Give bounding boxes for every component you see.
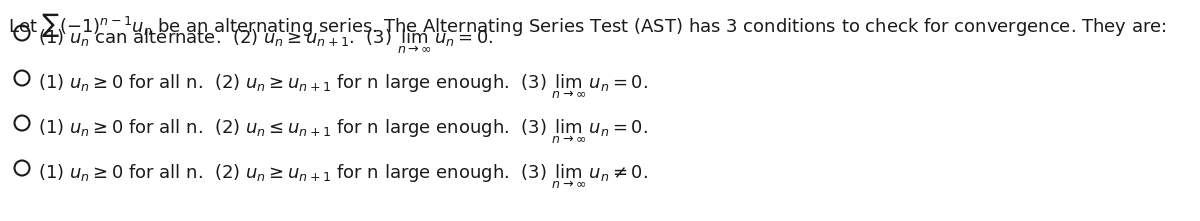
- Text: (1) $u_n \geq 0$ for all n.  (2) $u_n \geq u_{n+1}$ for n large enough.  (3) $\u: (1) $u_n \geq 0$ for all n. (2) $u_n \ge…: [38, 163, 648, 191]
- Text: (1) $u_n \geq 0$ for all n.  (2) $u_n \leq u_{n+1}$ for n large enough.  (3) $\u: (1) $u_n \geq 0$ for all n. (2) $u_n \le…: [38, 118, 648, 146]
- Text: (1) $u_n$ can alternate.  (2) $u_n \geq u_{n+1}$.  (3) $\underset{n \to \infty}{: (1) $u_n$ can alternate. (2) $u_n \geq u…: [38, 28, 493, 56]
- Text: Let $\sum(-1)^{n-1}u_n$ be an alternating series. The Alternating Series Test (A: Let $\sum(-1)^{n-1}u_n$ be an alternatin…: [8, 11, 1166, 39]
- Text: (1) $u_n \geq 0$ for all n.  (2) $u_n \geq u_{n+1}$ for n large enough.  (3) $\u: (1) $u_n \geq 0$ for all n. (2) $u_n \ge…: [38, 73, 648, 101]
